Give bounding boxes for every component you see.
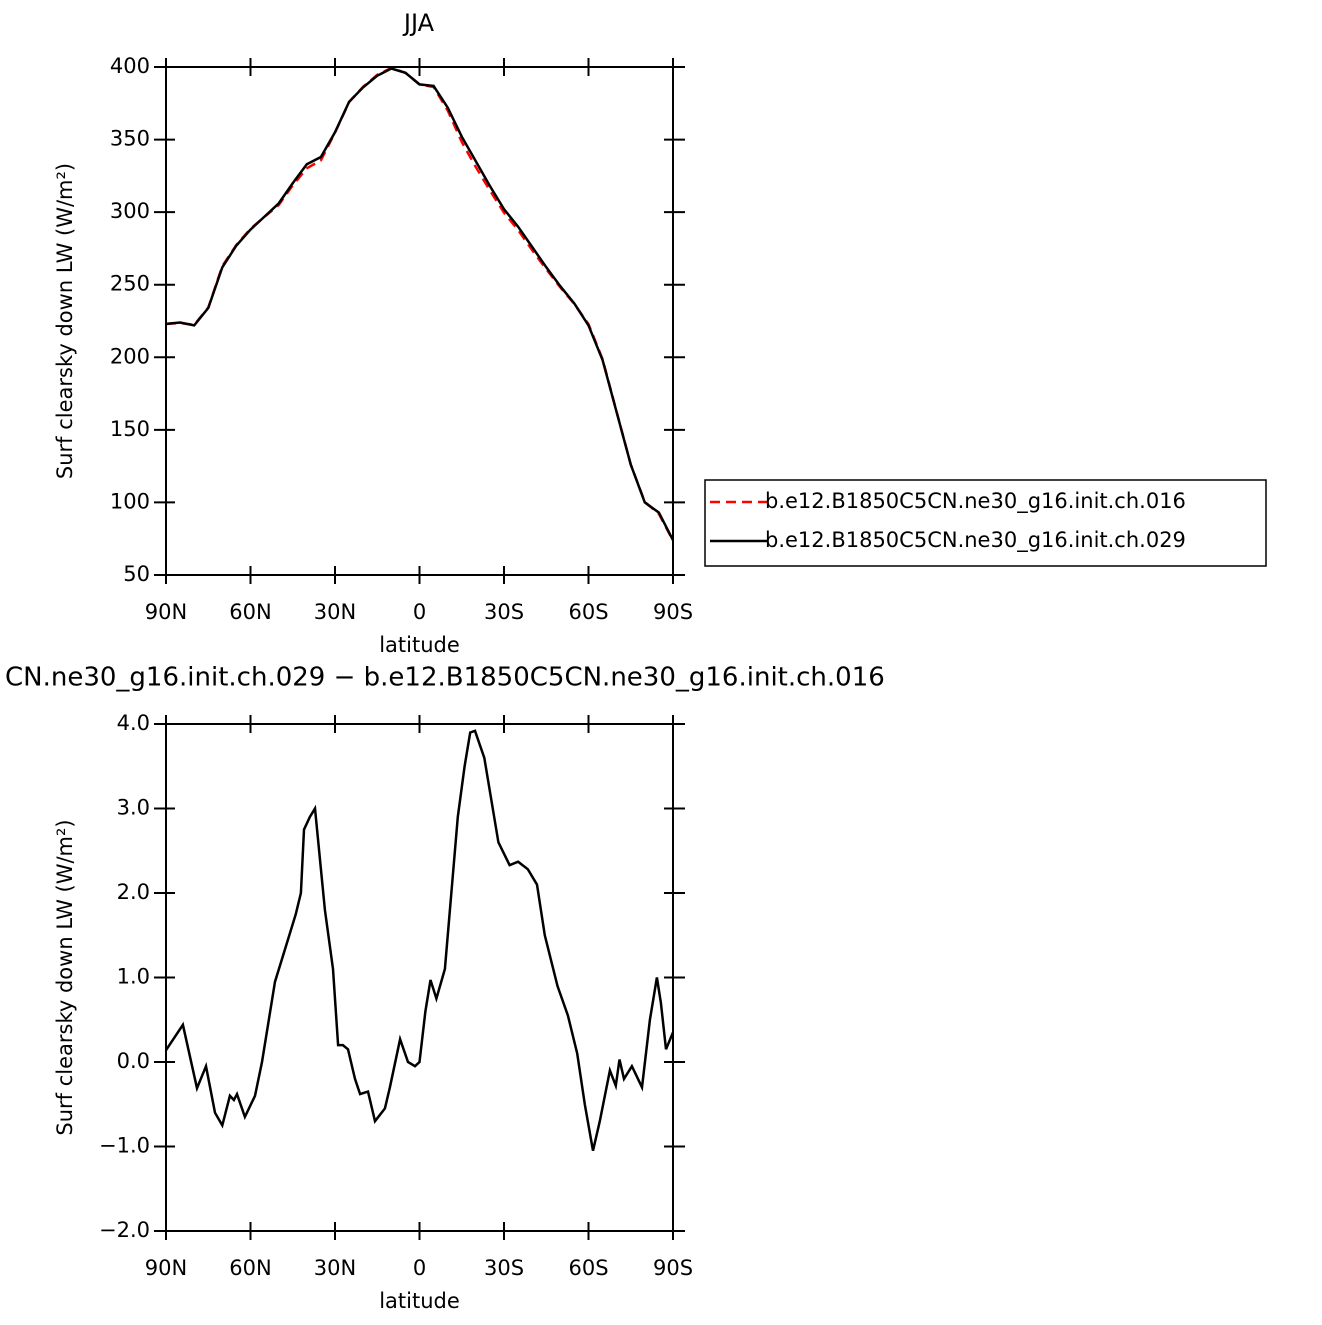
data-line xyxy=(164,729,675,1151)
x-tick-label: 60S xyxy=(568,1256,608,1280)
y-tick-label: 150 xyxy=(110,417,150,441)
plot-frame xyxy=(165,723,674,1232)
y-tick-label: −1.0 xyxy=(99,1134,150,1158)
x-tick-label: 30N xyxy=(314,1256,356,1280)
y-tick-label: 3.0 xyxy=(117,796,150,820)
x-tick-label: 90N xyxy=(145,1256,187,1280)
x-tick-label: 30N xyxy=(314,600,356,624)
x-tick-label: 60N xyxy=(229,1256,271,1280)
data-line xyxy=(165,67,675,541)
plot-frame xyxy=(165,66,674,576)
y-tick-label: 200 xyxy=(110,344,150,368)
y-tick-label: 4.0 xyxy=(117,711,150,735)
x-tick-label: 90S xyxy=(653,600,693,624)
y-tick-label: 350 xyxy=(110,127,150,151)
x-axis-label: latitude xyxy=(379,633,460,657)
y-tick-label: 1.0 xyxy=(117,965,150,989)
y-tick-label: 0.0 xyxy=(117,1049,150,1073)
legend-box xyxy=(704,479,1267,567)
legend-label: b.e12.B1850C5CN.ne30_g16.init.ch.016 xyxy=(765,489,1186,514)
x-tick-label: 0 xyxy=(413,600,426,624)
x-tick-label: 0 xyxy=(413,1256,426,1280)
x-tick-label: 90N xyxy=(145,600,187,624)
data-line xyxy=(165,66,675,542)
x-tick-label: 60S xyxy=(568,600,608,624)
x-axis-label: latitude xyxy=(379,1289,460,1313)
y-tick-label: 300 xyxy=(110,199,150,223)
y-tick-label: 2.0 xyxy=(117,880,150,904)
y-axis-label: Surf clearsky down LW (W/m²) xyxy=(53,819,77,1135)
x-tick-label: 30S xyxy=(484,1256,524,1280)
x-tick-label: 90S xyxy=(653,1256,693,1280)
y-tick-label: −2.0 xyxy=(99,1218,150,1242)
chart-title: JJA xyxy=(402,9,435,37)
y-tick-label: 100 xyxy=(110,489,150,513)
y-tick-label: 50 xyxy=(123,562,150,586)
x-tick-label: 30S xyxy=(484,600,524,624)
x-tick-label: 60N xyxy=(229,600,271,624)
y-tick-label: 250 xyxy=(110,272,150,296)
legend-label: b.e12.B1850C5CN.ne30_g16.init.ch.029 xyxy=(765,528,1186,553)
y-axis-label: Surf clearsky down LW (W/m²) xyxy=(53,163,77,479)
chart-title: CN.ne30_g16.init.ch.029 − b.e12.B1850C5C… xyxy=(5,663,885,693)
y-tick-label: 400 xyxy=(110,54,150,78)
